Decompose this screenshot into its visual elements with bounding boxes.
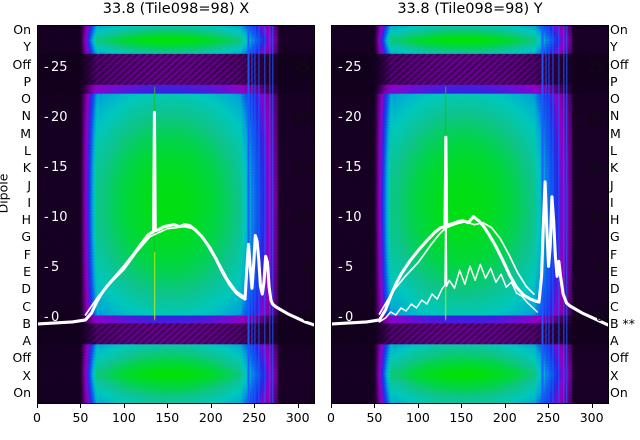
cat-tick-right-x-20: X [610,367,619,383]
x-tick-label: 50 [366,410,383,425]
cat-tick-left-off-2: Off [12,56,31,72]
curve-right-3 [378,220,535,315]
plot-panel-y[interactable]: -25 25-20 20-15 15-10 10-5 5-0 0 [331,25,609,404]
x-tick-mark [80,404,82,408]
curve-left-0 [38,110,314,327]
cat-tick-left-k-8: K [22,160,31,176]
heatmap-y [332,26,608,403]
x-tick-label: 300 [579,410,604,425]
cat-tick-left-on-21: On [13,385,31,400]
cat-tick-left-h-11: H [21,212,31,228]
x-tick-mark [297,404,299,408]
cat-tick-right-on-21: On [610,385,628,400]
x-tick-mark [167,404,169,408]
cat-tick-left-o-4: O [21,91,31,107]
cat-tick-right-e-14: E [610,264,618,279]
x-tick-label: 150 [155,410,180,425]
cat-tick-left-f-13: F [23,246,31,262]
cat-tick-right-j-9: J [610,177,614,193]
cat-tick-left-a-18: A [22,333,31,349]
x-tick-mark [37,404,38,408]
x-tick-mark [417,404,419,408]
cat-tick-left-g-12: G [21,229,31,245]
x-tick-label: 150 [449,410,474,425]
cat-tick-right-k-8: K [610,160,619,176]
x-axis-left: 0 50 100 150 200 250 300 [33,404,315,438]
x-tick-label: 200 [198,410,223,425]
cat-tick-right-f-13: F [610,246,618,262]
cat-tick-left-i-10: I [27,194,31,210]
cat-tick-right-b-17: B ** [610,315,636,331]
categorical-axis-left: On Y Off P O N M L K J I H G F E D C B A Off X On [0,22,34,404]
cat-tick-left-e-14: E [23,264,31,279]
x-tick-label: 300 [285,410,310,425]
x-tick-mark [591,404,593,408]
x-tick-label: 200 [492,410,517,425]
cat-tick-right-d-15: D [610,281,620,297]
x-tick-label: 0 [327,410,335,425]
cat-tick-right-off-2: Off [610,56,629,72]
cat-tick-right-m-6: M [610,125,621,141]
cat-tick-left-x-20: X [22,367,31,383]
cat-tick-right-on-0: On [610,22,628,37]
profile-curves-y [332,135,608,327]
x-tick-mark [504,404,506,408]
x-tick-label: 100 [111,410,136,425]
x-tick-label: 250 [242,410,267,425]
curve-right-2 [332,135,608,327]
x-axis-right: 0 50 100 150 200 250 300 [327,404,609,438]
cat-tick-left-b-17: B [22,315,31,331]
panel-title-left: 33.8 (Tile098=98) X [102,1,250,17]
panel-title-right: 33.8 (Tile098=98) Y [397,1,543,17]
cat-tick-right-n-5: N [610,108,620,124]
cat-tick-right-c-16: C [610,298,619,314]
cat-tick-right-h-11: H [610,212,620,228]
x-tick-mark [254,404,256,408]
cat-tick-left-p-3: P [23,73,31,89]
curve-left-1 [84,225,245,316]
cat-tick-left-on-0: On [13,22,31,37]
plot-panel-x[interactable]: -25 25-20 20-15 15-10 10-5 5-0 0 [37,25,315,404]
x-tick-mark [548,404,550,408]
cat-tick-right-y-1: Y [610,39,618,55]
cat-tick-left-y-1: Y [23,39,31,55]
cat-tick-left-m-6: M [20,125,31,141]
x-tick-label: 250 [536,410,561,425]
cat-tick-right-p-3: P [610,73,618,89]
cat-tick-right-l-7: L [610,143,617,158]
cat-tick-left-d-15: D [21,281,31,297]
cat-tick-left-n-5: N [21,108,31,124]
x-tick-mark [331,404,332,408]
cat-tick-left-j-9: J [27,177,31,193]
x-tick-label: 100 [405,410,430,425]
x-tick-label: 0 [33,410,41,425]
cat-tick-left-off-19: Off [12,350,31,366]
cat-tick-left-l-7: L [24,143,31,158]
curve-right-4 [378,201,539,323]
x-tick-mark [461,404,463,408]
profile-curves-x [38,110,314,327]
x-tick-mark [123,404,125,408]
cat-tick-right-a-18: A [610,333,619,349]
heatmap-x [38,26,314,403]
cat-tick-right-o-4: O [610,91,620,107]
cat-tick-right-i-10: I [610,194,614,210]
cat-tick-right-off-19: Off [610,350,629,366]
categorical-axis-right: On Y Off P O N M L K J I H G F E D C B ** A Off X On [608,22,640,404]
x-tick-mark [210,404,212,408]
cat-tick-right-g-12: G [610,229,620,245]
cat-tick-left-c-16: C [22,298,31,314]
x-tick-mark [374,404,376,408]
x-tick-label: 50 [72,410,89,425]
